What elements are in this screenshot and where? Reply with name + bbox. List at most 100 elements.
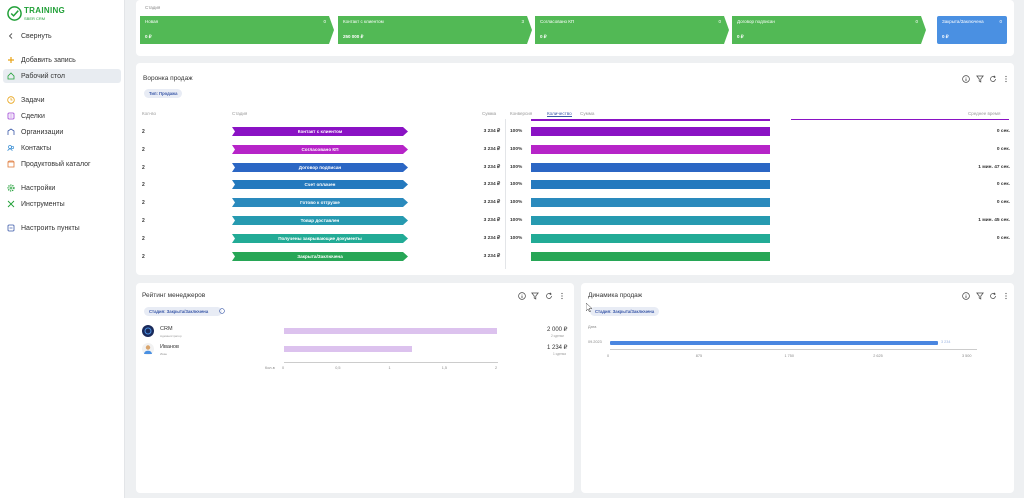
dynamics-filter-chip[interactable]: Стадия: Закрыта/Заключена	[590, 307, 660, 316]
funnel-stage-bar[interactable]: Закрыта/Заключена	[232, 252, 408, 261]
info-icon[interactable]	[219, 308, 225, 314]
funnel-stage-bar[interactable]: Товар доставлен	[232, 216, 408, 225]
sidebar-item-customize[interactable]: Настроить пункты	[3, 221, 121, 235]
stage-label: Договор подписан	[737, 19, 775, 24]
funnel-conversion-bar	[531, 198, 770, 207]
organizations-icon	[7, 128, 15, 136]
funnel-filter-chip[interactable]: Тип: Продажа	[144, 89, 183, 98]
filter-icon[interactable]	[976, 75, 984, 83]
sidebar-item-desktop[interactable]: Рабочий стол	[3, 69, 121, 83]
more-icon[interactable]	[558, 292, 566, 300]
rating-tick: 2	[495, 366, 498, 370]
stage-contact[interactable]: Контакт с клиентом 3 250 000 ₽	[338, 16, 532, 44]
stage-sum: 0 ₽	[737, 34, 744, 39]
tab-quantity[interactable]: Количество	[547, 111, 572, 117]
dynamics-card	[581, 283, 1014, 493]
dynamics-tick: 0	[607, 354, 610, 358]
home-icon	[7, 72, 15, 80]
funnel-stage-bar[interactable]: Готово к отгрузке	[232, 198, 408, 207]
stage-count: 0	[718, 19, 721, 24]
add-record-button[interactable]: Добавить запись	[3, 53, 121, 67]
dynamics-ylabel: Дата	[588, 325, 597, 329]
rating-tick: 1	[388, 366, 391, 370]
stage-new[interactable]: Новая 0 0 ₽	[140, 16, 334, 44]
stage-approved[interactable]: Согласовано КП 0 0 ₽	[535, 16, 729, 44]
rating-axis-label: Кол-в	[265, 366, 275, 370]
dynamics-tick: 875	[695, 354, 703, 358]
funnel-stage-bar[interactable]: Получены закрывающие документы	[232, 234, 408, 243]
filter-icon[interactable]	[531, 292, 539, 300]
dynamics-tick: 1 750	[784, 354, 795, 358]
funnel-row-qty: 2	[142, 147, 145, 153]
rating-tick: 1,5	[441, 366, 448, 370]
sidebar-item-label: Настройки	[21, 184, 56, 192]
more-icon[interactable]	[1002, 292, 1010, 300]
col-sum: Сумма	[482, 111, 497, 116]
catalog-icon	[7, 160, 15, 168]
sidebar: TRAINING SBER CRM Свернуть Добавить запи…	[0, 0, 125, 498]
sidebar-item-label: Продуктовый каталог	[21, 160, 91, 168]
sidebar-item-tasks[interactable]: Задачи	[3, 93, 121, 107]
funnel-row-sum: 3 234 ₽	[483, 236, 500, 241]
funnel-row-time: 0 сек.	[996, 129, 1010, 134]
stage-label: Закрыта/Заключена	[942, 19, 984, 24]
col-stage: Стадия	[232, 111, 248, 116]
refresh-icon[interactable]	[989, 75, 997, 83]
funnel-row-qty: 2	[142, 165, 145, 171]
stage-sum: 250 000 ₽	[343, 34, 364, 39]
stage-label: Контакт с клиентом	[343, 19, 384, 24]
funnel-row-conversion: 100%	[510, 182, 523, 187]
sidebar-item-settings[interactable]: Настройки	[3, 181, 121, 195]
col-avg-time: Среднее время	[968, 111, 1001, 116]
funnel-conversion-bar	[531, 180, 770, 189]
info-icon[interactable]	[962, 75, 970, 83]
funnel-conversion-bar	[531, 252, 770, 261]
sidebar-item-organizations[interactable]: Организации	[3, 125, 121, 139]
funnel-conversion-bar	[531, 234, 770, 243]
manager-deals: 2 сделки	[551, 334, 564, 338]
rating-bar[interactable]	[284, 328, 497, 334]
funnel-stage-bar[interactable]: Контакт с клиентом	[232, 127, 408, 136]
funnel-stage-bar[interactable]: Счет оплачен	[232, 180, 408, 189]
dynamics-bar[interactable]	[610, 341, 938, 345]
collapse-button[interactable]: Свернуть	[3, 29, 121, 43]
stage-sum: 0 ₽	[145, 34, 152, 39]
contacts-icon	[7, 144, 15, 152]
sidebar-item-tools[interactable]: Инструменты	[3, 197, 121, 211]
rating-card	[136, 283, 574, 493]
stage-contract[interactable]: Договор подписан 0 0 ₽	[732, 16, 926, 44]
funnel-row-qty: 2	[142, 129, 145, 135]
info-icon[interactable]	[518, 292, 526, 300]
sidebar-item-contacts[interactable]: Контакты	[3, 141, 121, 155]
funnel-row-sum: 3 234 ₽	[483, 165, 500, 170]
dynamics-title: Динамика продаж	[588, 292, 643, 299]
info-icon[interactable]	[962, 292, 970, 300]
refresh-icon[interactable]	[989, 292, 997, 300]
rating-filter-chip[interactable]: Стадия: Закрыта/Заключена	[144, 307, 223, 316]
funnel-row-sum: 3 234 ₽	[483, 147, 500, 152]
funnel-row-qty: 2	[142, 254, 145, 260]
funnel-conversion-bar	[531, 216, 770, 225]
manager-name: CRM	[160, 326, 173, 332]
funnel-conversion-bar	[531, 145, 770, 154]
stage-closed[interactable]: Закрыта/Заключена 0 0 ₽	[937, 16, 1007, 44]
filter-icon[interactable]	[976, 292, 984, 300]
brand-name: TRAINING	[24, 6, 66, 15]
sidebar-item-deals[interactable]: Сделки	[3, 109, 121, 123]
funnel-row-sum: 3 234 ₽	[483, 182, 500, 187]
sidebar-item-catalog[interactable]: Продуктовый каталог	[3, 157, 121, 171]
funnel-stage-bar[interactable]: Договор подписан	[232, 163, 408, 172]
col-qty: Кол-во	[142, 111, 156, 116]
manager-value: 1 234 ₽	[547, 345, 568, 351]
manager-name: Иванов	[160, 344, 179, 350]
funnel-stage-bar[interactable]: Согласовано КП	[232, 145, 408, 154]
stage-label: Согласовано КП	[540, 19, 575, 24]
rating-axis-line	[284, 362, 498, 363]
sidebar-item-label: Организации	[21, 128, 64, 136]
funnel-row-conversion: 100%	[510, 147, 523, 152]
more-icon[interactable]	[1002, 75, 1010, 83]
add-record-label: Добавить запись	[21, 56, 76, 64]
refresh-icon[interactable]	[545, 292, 553, 300]
tab-sum[interactable]: Сумма	[580, 111, 595, 116]
rating-bar[interactable]	[284, 346, 412, 352]
